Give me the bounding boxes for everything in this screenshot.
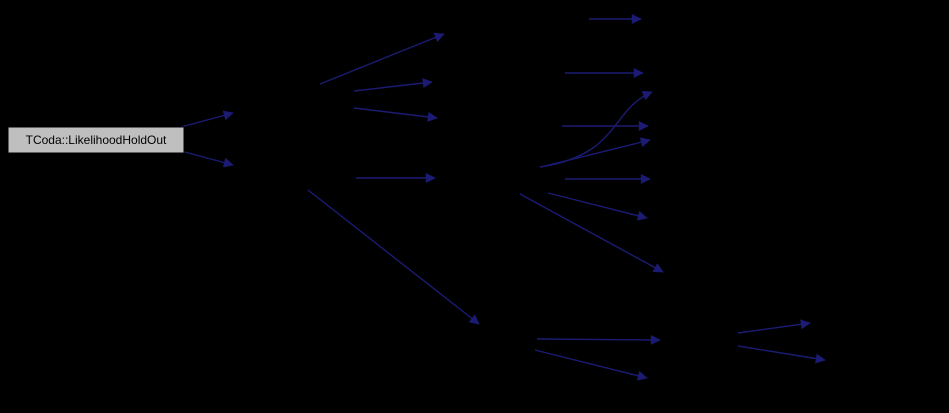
call-edge bbox=[519, 193, 664, 273]
call-edge bbox=[547, 192, 648, 221]
call-edge bbox=[544, 137, 651, 167]
call-edge bbox=[353, 107, 438, 122]
call-edge bbox=[180, 110, 234, 128]
root-node-label: TCoda::LikelihoodHoldOut bbox=[26, 133, 167, 147]
call-edge bbox=[737, 319, 811, 334]
root-node[interactable]: TCoda::LikelihoodHoldOut bbox=[7, 126, 185, 154]
call-edge bbox=[353, 78, 433, 92]
call-edge bbox=[319, 32, 445, 85]
call-edge bbox=[307, 189, 480, 325]
call-edge bbox=[737, 345, 826, 364]
call-edge bbox=[534, 349, 648, 381]
edge-group bbox=[180, 14, 826, 381]
root-node-box[interactable] bbox=[7, 126, 185, 154]
call-edge bbox=[180, 150, 234, 168]
call-edge bbox=[536, 334, 661, 345]
